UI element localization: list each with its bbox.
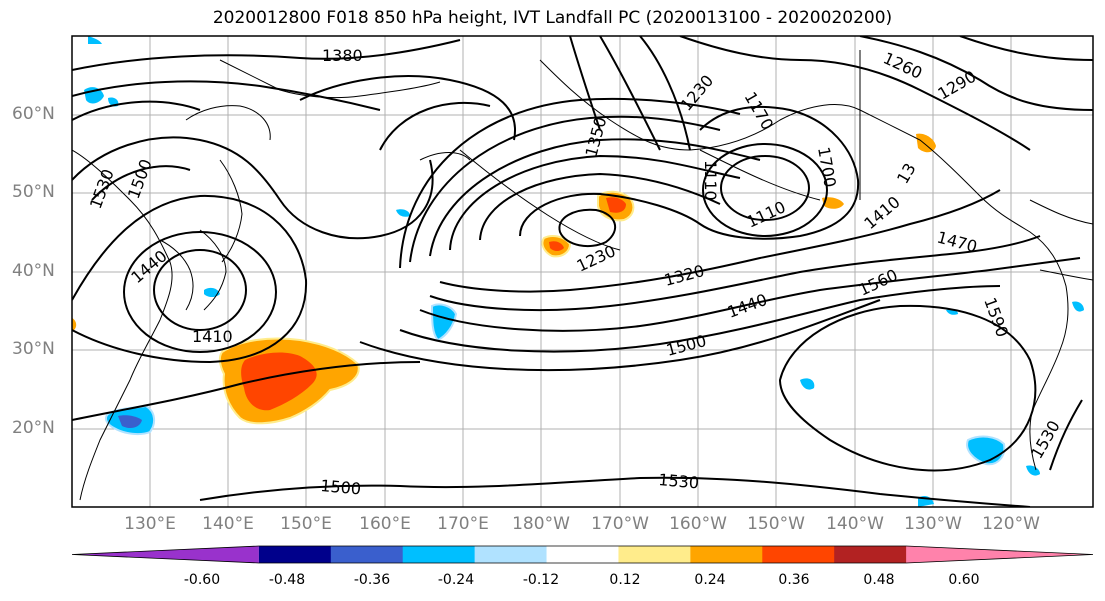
lat-label: 60°N	[12, 104, 55, 124]
lat-label: 40°N	[12, 261, 55, 281]
colorbar-segment	[762, 546, 835, 563]
map-border	[71, 35, 1094, 508]
lon-label: 150°W	[747, 514, 805, 534]
contour-label: 1110	[701, 160, 720, 201]
colorbar-extend-max	[906, 546, 1093, 563]
colorbar-segment	[402, 546, 476, 563]
colorbar-segment	[834, 546, 907, 563]
colorbar-segment	[618, 546, 691, 563]
colorbar-tick-label: 0.12	[609, 572, 641, 588]
colorbar-extend-min	[72, 546, 259, 563]
colorbar-tick-label: -0.48	[268, 572, 306, 588]
colorbar-tick-label: 0.24	[694, 572, 726, 588]
lat-label: 30°N	[12, 339, 55, 359]
contour-label: 1410	[192, 327, 233, 346]
colorbar-segment	[546, 546, 619, 563]
colorbar-tick-label: -0.36	[353, 572, 391, 588]
colorbar-tick-label: -0.24	[437, 572, 475, 588]
colorbar-tick-label: 0.36	[778, 572, 810, 588]
colorbar-tick-label: 0.48	[863, 572, 895, 588]
lon-label: 170°E	[437, 514, 489, 534]
colorbar	[71, 545, 1094, 564]
height-contours	[72, 36, 1093, 507]
colorbar-tick-label: -0.12	[522, 572, 560, 588]
lat-label: 50°N	[12, 182, 55, 202]
colorbar-tick-label: -0.60	[183, 572, 221, 588]
lon-label: 150°E	[280, 514, 332, 534]
lon-label: 130°W	[904, 514, 962, 534]
colorbar-segment	[258, 546, 332, 563]
ivt-negative-shading	[84, 36, 1084, 507]
colorbar-segment	[330, 546, 404, 563]
graticule	[72, 36, 1093, 507]
contour-label: 1500	[320, 476, 362, 498]
lon-label: 120°W	[982, 514, 1040, 534]
lon-label: 140°E	[202, 514, 254, 534]
lon-label: 160°E	[359, 514, 411, 534]
lon-label: 170°W	[591, 514, 649, 534]
contour-label: 1530	[658, 470, 700, 492]
colorbar-segment	[690, 546, 763, 563]
contour-label: 1380	[322, 46, 363, 65]
lat-label: 20°N	[12, 418, 55, 438]
lon-label: 130°E	[124, 514, 176, 534]
colorbar-tick-label: 0.60	[948, 572, 980, 588]
colorbar-outline	[71, 545, 1094, 564]
lon-label: 140°W	[826, 514, 884, 534]
lon-label: 160°W	[669, 514, 727, 534]
ivt-positive-shading	[72, 133, 936, 425]
lon-label: 180°W	[512, 514, 570, 534]
map-title: 2020012800 F018 850 hPa height, IVT Land…	[212, 8, 893, 28]
colorbar-segment	[474, 546, 548, 563]
